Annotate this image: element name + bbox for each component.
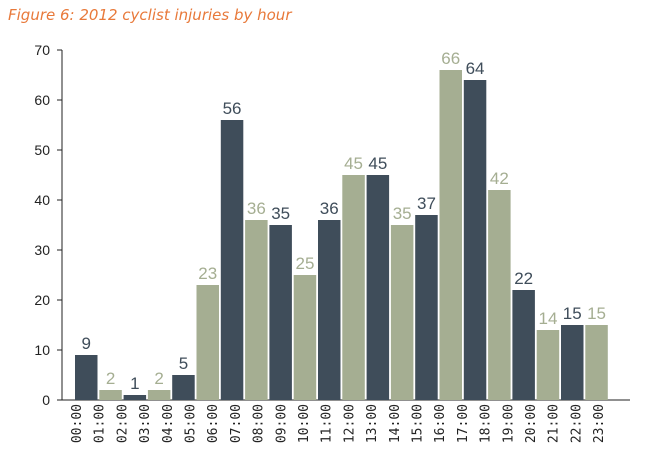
bars	[75, 70, 608, 400]
x-ticks: 00:00 01:00 02:00 03:00 04:00 05:00 06:00 07:00…	[70, 404, 607, 443]
x-tick-label: 04:00	[161, 404, 176, 443]
x-tick-label: 12:00	[342, 404, 357, 443]
x-tick-label: 21:00	[547, 404, 562, 443]
chart-title: Figure 6: 2012 cyclist injuries by hour	[8, 6, 292, 24]
data-label: 1	[130, 374, 139, 393]
x-tick-label: 15:00	[411, 404, 426, 443]
bar	[561, 325, 584, 400]
x-tick-label: 06:00	[206, 404, 221, 443]
data-label: 22	[514, 269, 533, 288]
bar	[415, 215, 438, 400]
bar	[220, 120, 244, 400]
bar	[123, 395, 147, 400]
x-tick-label: 13:00	[365, 404, 380, 443]
bar	[269, 225, 292, 400]
y-ticks: 0 10 20 30 40 50 60 70	[34, 42, 62, 408]
y-tick-label: 10	[34, 342, 50, 358]
x-tick-label: 10:00	[297, 404, 312, 443]
bar	[318, 220, 341, 400]
data-label: 66	[441, 49, 460, 68]
data-label: 2	[154, 369, 163, 388]
y-tick-label: 20	[34, 292, 50, 308]
x-tick-label: 14:00	[388, 404, 403, 443]
x-tick-label: 20:00	[524, 404, 539, 443]
bar	[439, 70, 462, 400]
x-tick-label: 19:00	[501, 404, 516, 443]
data-label: 36	[247, 199, 266, 218]
y-tick-label: 0	[42, 392, 50, 408]
x-tick-label: 22:00	[569, 404, 584, 443]
data-label: 35	[271, 204, 290, 223]
data-label: 2	[106, 369, 115, 388]
x-tick-label: 00:00	[70, 404, 85, 443]
x-tick-label: 07:00	[229, 404, 244, 443]
data-label: 23	[198, 264, 217, 283]
data-label: 64	[466, 59, 485, 78]
data-label: 45	[344, 154, 363, 173]
bar	[245, 220, 268, 400]
y-tick-label: 70	[34, 42, 50, 58]
data-label: 5	[179, 354, 188, 373]
data-label: 15	[587, 304, 606, 323]
bar	[196, 285, 219, 400]
y-tick-label: 60	[34, 92, 50, 108]
x-tick-label: 01:00	[93, 404, 108, 443]
y-tick-label: 30	[34, 242, 50, 258]
bar	[99, 390, 122, 400]
data-label: 56	[223, 99, 242, 118]
bar	[512, 290, 535, 400]
y-tick-label: 50	[34, 142, 50, 158]
y-tick-label: 40	[34, 192, 50, 208]
x-tick-label: 08:00	[252, 404, 267, 443]
x-tick-label: 23:00	[592, 404, 607, 443]
bar	[342, 175, 365, 400]
bar	[75, 355, 98, 400]
x-tick-label: 16:00	[433, 404, 448, 443]
bar	[585, 325, 608, 400]
x-tick-label: 02:00	[115, 404, 130, 443]
data-label: 15	[563, 304, 582, 323]
data-label: 9	[82, 334, 91, 353]
x-tick-label: 17:00	[456, 404, 471, 443]
data-label: 14	[538, 309, 557, 328]
x-tick-label: 18:00	[479, 404, 494, 443]
bar	[366, 175, 390, 400]
data-label: 42	[490, 169, 509, 188]
data-label: 37	[417, 194, 436, 213]
data-label: 25	[295, 254, 314, 273]
x-tick-label: 11:00	[320, 404, 335, 443]
bar	[147, 390, 171, 400]
x-tick-label: 03:00	[138, 404, 153, 443]
bar	[172, 375, 195, 400]
data-label: 36	[320, 199, 339, 218]
x-tick-label: 09:00	[274, 404, 289, 443]
bar	[293, 275, 317, 400]
x-tick-label: 05:00	[184, 404, 199, 443]
bar	[463, 80, 487, 400]
bar	[536, 330, 560, 400]
data-label: 45	[368, 154, 387, 173]
data-label: 35	[393, 204, 412, 223]
bar	[390, 225, 414, 400]
bar	[488, 190, 511, 400]
